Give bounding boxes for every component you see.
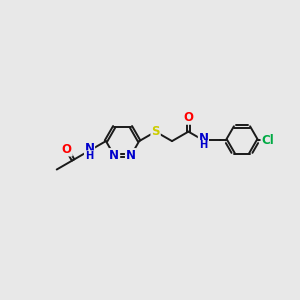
Text: H: H <box>85 151 94 161</box>
Text: N: N <box>85 142 94 155</box>
Text: H: H <box>199 140 208 150</box>
Text: N: N <box>126 149 136 162</box>
Text: S: S <box>152 125 160 138</box>
Text: Cl: Cl <box>262 134 274 147</box>
Text: O: O <box>62 142 72 155</box>
Text: O: O <box>183 111 194 124</box>
Text: N: N <box>109 149 119 162</box>
Text: N: N <box>198 132 208 145</box>
